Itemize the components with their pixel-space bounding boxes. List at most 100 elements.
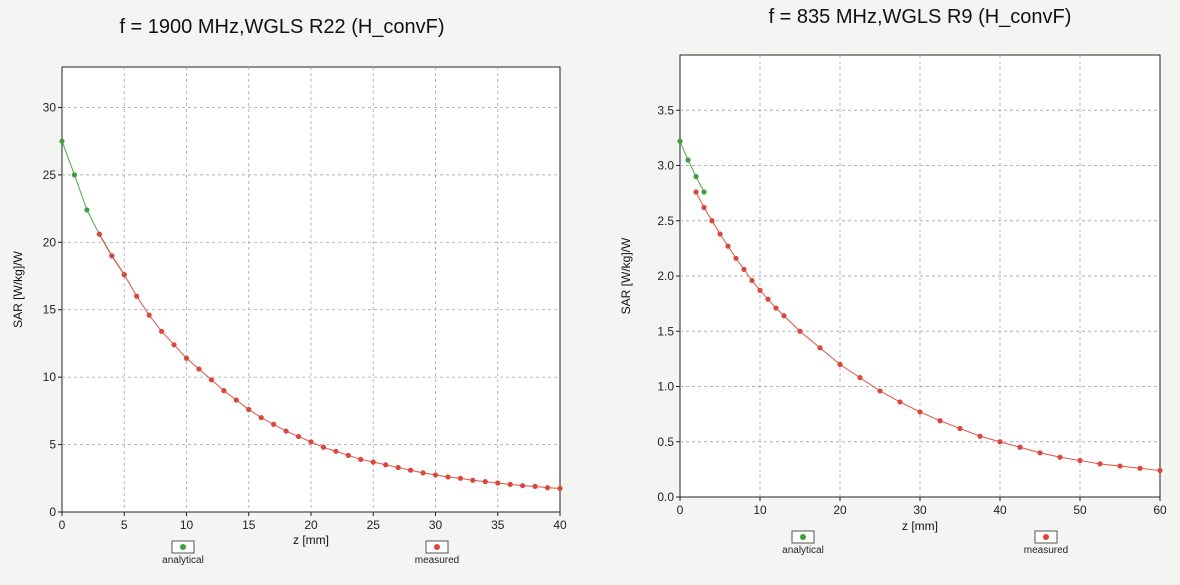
data-point-measured — [557, 485, 563, 492]
y-tick-label: 25 — [43, 168, 57, 182]
legend-label: analytical — [782, 545, 824, 556]
data-point-analytical — [71, 172, 78, 178]
data-point-measured — [544, 485, 551, 491]
data-point-measured — [1077, 457, 1083, 464]
data-point-measured — [221, 388, 227, 394]
data-point-measured — [957, 425, 963, 432]
data-point-analytical — [701, 189, 707, 195]
x-tick-label: 15 — [242, 518, 256, 532]
data-point-measured — [797, 328, 803, 334]
data-point-measured — [857, 375, 863, 381]
data-point-measured — [345, 452, 351, 458]
data-point-measured — [258, 415, 264, 421]
data-point-measured — [171, 342, 177, 348]
x-tick-label: 5 — [121, 518, 128, 532]
data-point-measured — [693, 189, 699, 195]
series-line-analytical — [679, 140, 705, 193]
data-point-measured — [432, 472, 439, 478]
data-point-measured — [733, 255, 739, 261]
legend-item-analytical: analytical — [162, 540, 204, 566]
data-point-analytical — [693, 173, 699, 180]
data-point-measured — [420, 470, 426, 476]
data-point-measured — [1017, 444, 1023, 450]
data-point-measured — [482, 479, 488, 485]
x-tick-label: 20 — [833, 503, 847, 517]
y-tick-label: 10 — [43, 370, 57, 384]
legend-label: analytical — [162, 555, 204, 566]
y-tick-label: 0.0 — [657, 490, 674, 504]
data-point-measured — [96, 231, 102, 237]
data-point-measured — [917, 409, 923, 415]
x-tick-label: 50 — [1073, 503, 1087, 517]
data-point-measured — [183, 355, 190, 361]
data-point-measured — [977, 433, 983, 439]
x-axis-label: z [mm] — [293, 533, 329, 547]
data-point-measured — [749, 277, 755, 284]
data-point-measured — [383, 462, 389, 468]
data-point-measured — [1117, 463, 1123, 469]
data-point-measured — [134, 293, 140, 299]
data-point-measured — [997, 439, 1003, 445]
x-tick-label: 10 — [753, 503, 767, 517]
data-point-measured — [333, 448, 339, 454]
data-point-measured — [520, 483, 526, 489]
y-tick-label: 0.5 — [657, 435, 674, 449]
data-point-measured — [837, 361, 843, 367]
data-point-measured — [370, 459, 376, 465]
legend-label: measured — [1024, 545, 1068, 556]
data-point-measured — [532, 483, 538, 489]
x-tick-label: 35 — [491, 518, 505, 532]
legend-marker — [800, 534, 806, 540]
data-point-measured — [320, 444, 327, 450]
data-point-measured — [358, 456, 364, 463]
data-point-measured — [283, 428, 289, 434]
data-point-measured — [725, 243, 731, 249]
data-point-measured — [495, 480, 501, 486]
x-tick-label: 40 — [993, 503, 1007, 517]
data-point-measured — [208, 377, 214, 383]
y-tick-label: 15 — [43, 303, 57, 317]
data-point-measured — [445, 474, 451, 480]
y-tick-label: 1.5 — [657, 324, 674, 338]
legend-item-analytical: analytical — [782, 530, 824, 556]
data-point-measured — [146, 312, 152, 318]
x-tick-label: 30 — [913, 503, 927, 517]
data-point-measured — [271, 421, 277, 427]
data-point-measured — [1057, 454, 1063, 460]
data-point-analytical — [677, 138, 683, 144]
data-point-measured — [121, 272, 127, 278]
data-point-measured — [233, 397, 239, 403]
y-tick-label: 2.5 — [657, 214, 674, 228]
y-tick-label: 30 — [43, 100, 57, 114]
data-point-measured — [773, 305, 779, 311]
x-tick-label: 0 — [677, 503, 684, 517]
y-tick-label: 3.5 — [657, 103, 674, 117]
x-tick-label: 10 — [180, 518, 194, 532]
data-point-measured — [817, 345, 823, 351]
y-axis-label: SAR [W/kg]/W — [619, 237, 633, 314]
data-point-measured — [408, 467, 414, 473]
data-point-measured — [1157, 467, 1163, 474]
data-point-measured — [897, 399, 903, 405]
data-point-measured — [701, 204, 707, 211]
data-point-measured — [877, 388, 883, 394]
y-axis-label: SAR [W/kg]/W — [11, 250, 25, 327]
legend-marker — [180, 544, 186, 550]
data-point-analytical — [685, 157, 691, 163]
data-point-measured — [765, 296, 771, 302]
y-tick-label: 2.0 — [657, 269, 674, 283]
y-tick-label: 3.0 — [657, 159, 674, 173]
y-tick-label: 5 — [49, 438, 56, 452]
data-point-measured — [1137, 465, 1143, 471]
x-tick-label: 0 — [59, 518, 66, 532]
data-point-measured — [1037, 450, 1043, 456]
legend-marker — [1043, 534, 1049, 540]
x-tick-label: 25 — [367, 518, 381, 532]
data-point-measured — [937, 418, 943, 424]
data-point-measured — [741, 266, 747, 272]
data-point-measured — [470, 477, 476, 483]
data-point-measured — [246, 406, 252, 413]
x-tick-label: 20 — [304, 518, 318, 532]
data-point-measured — [1097, 461, 1103, 467]
